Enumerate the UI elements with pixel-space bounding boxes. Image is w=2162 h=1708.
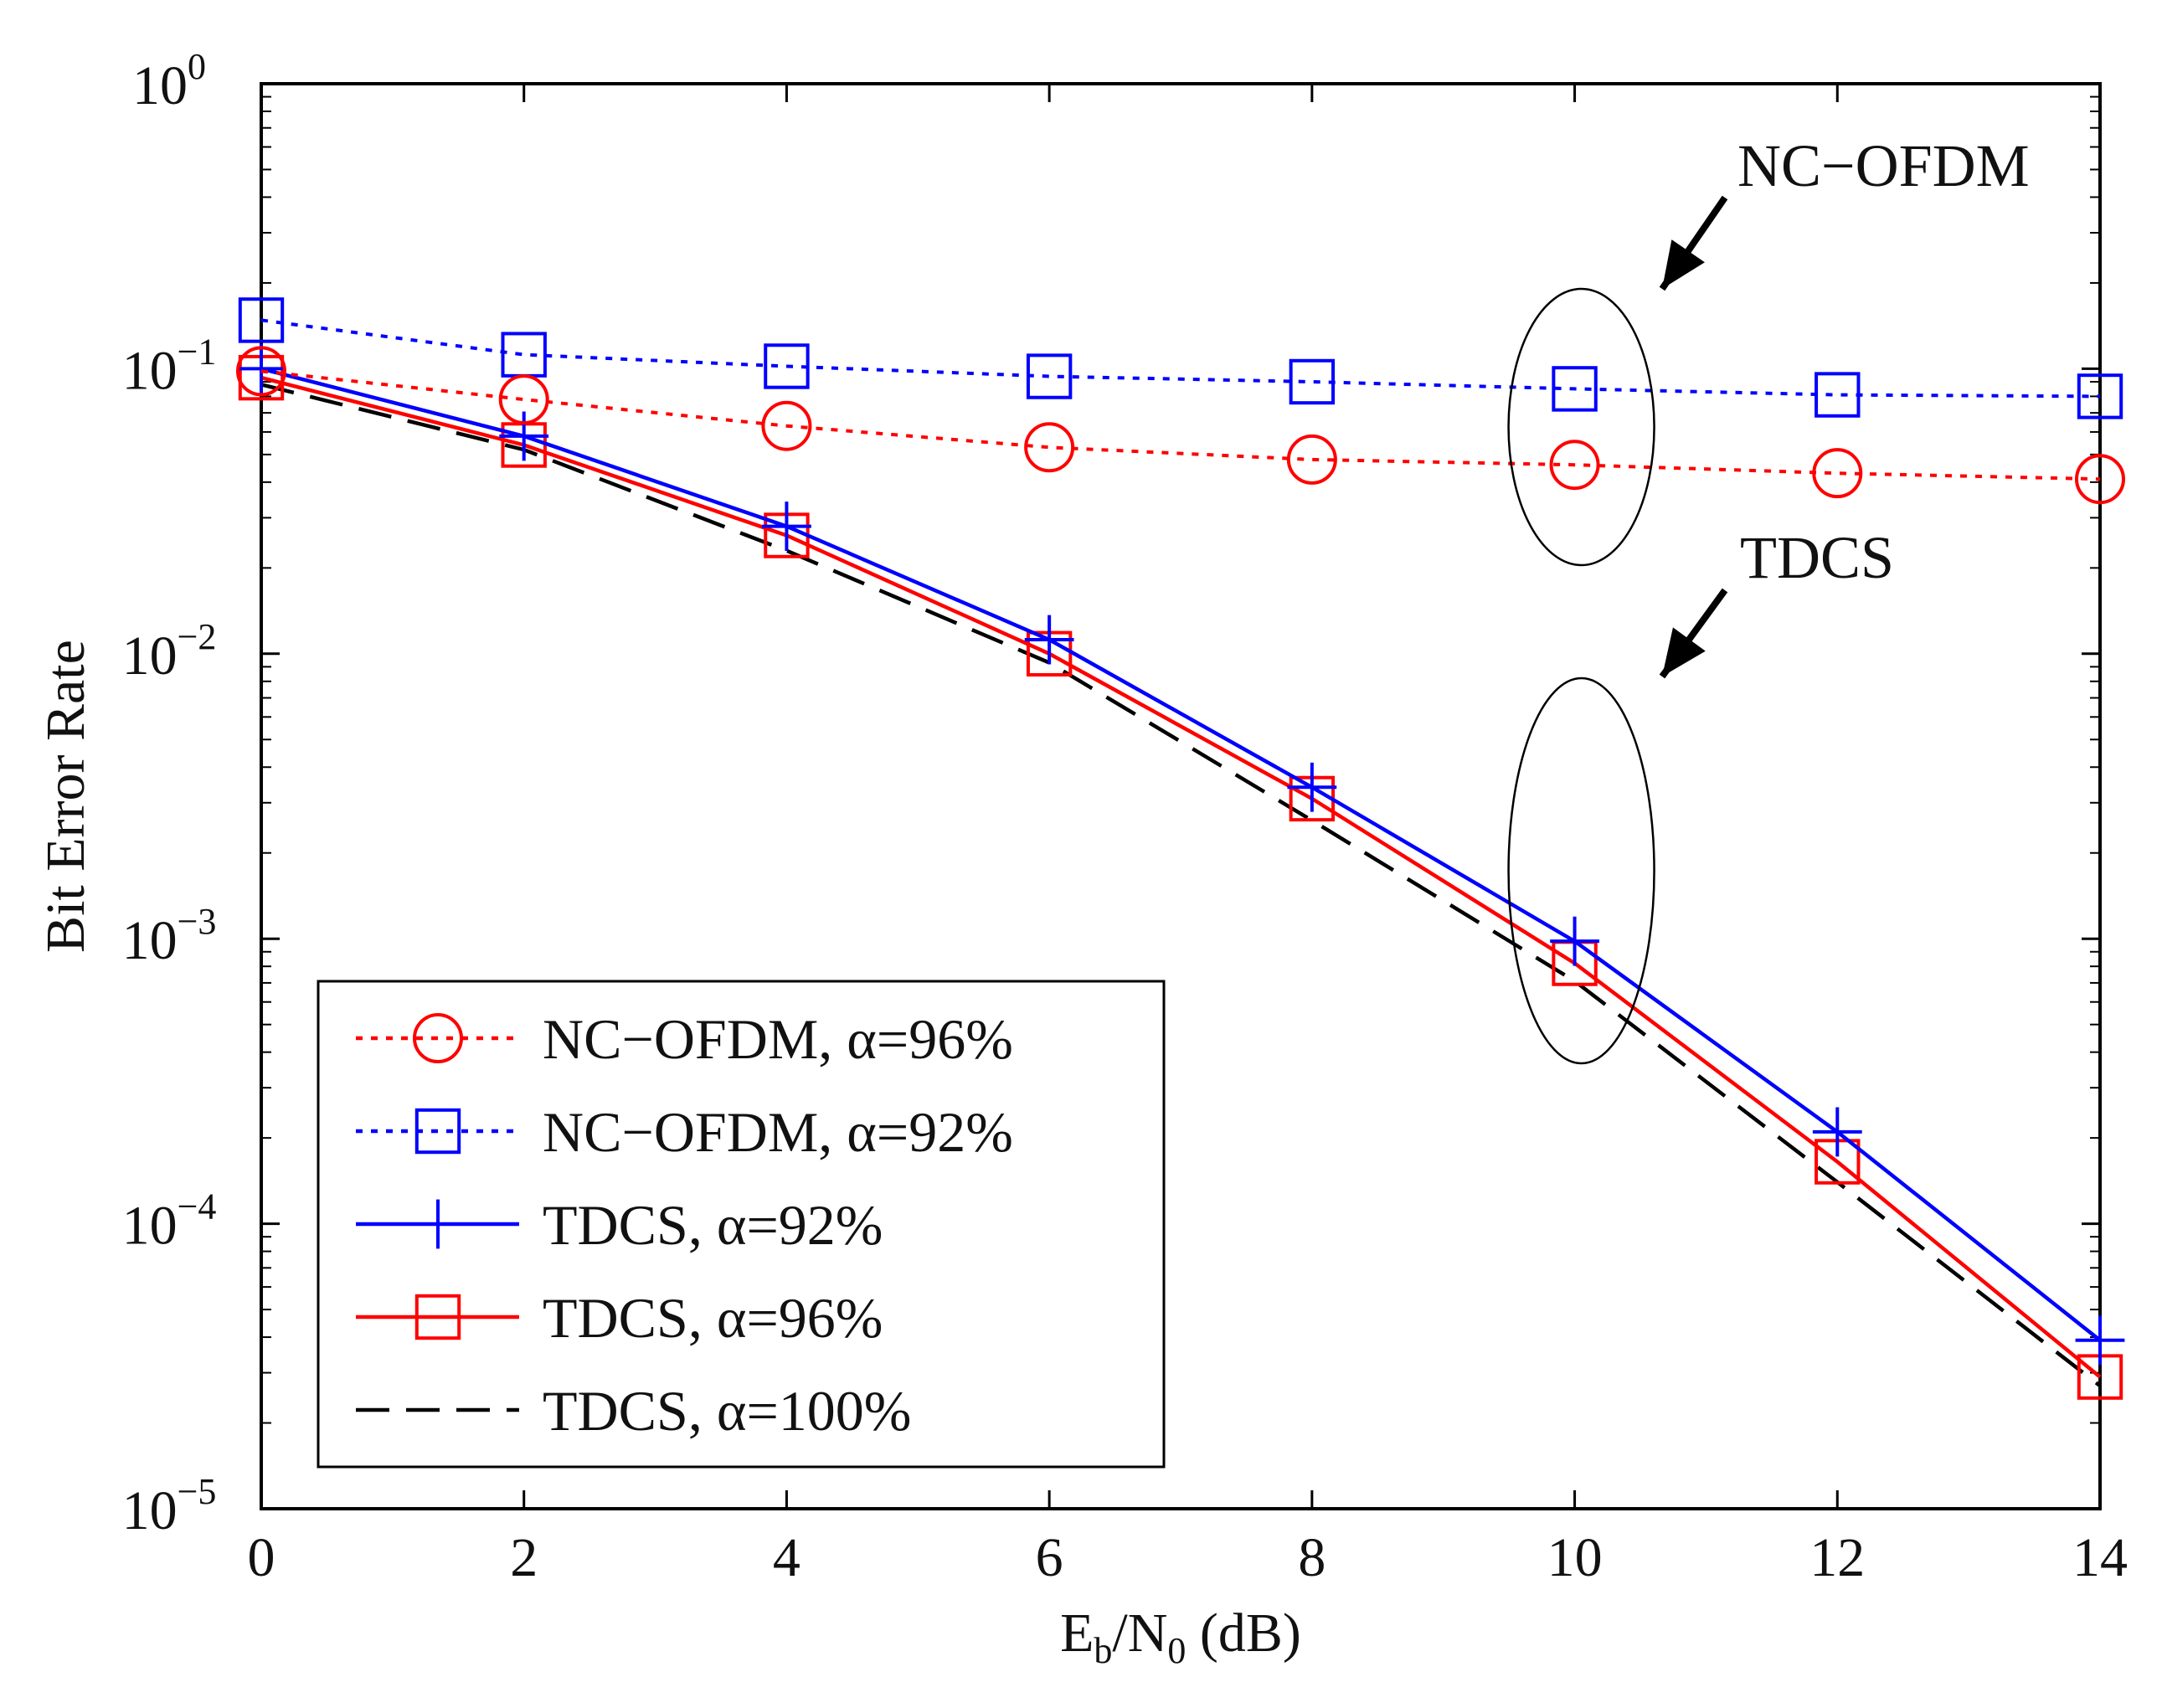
series-4 bbox=[260, 383, 2102, 1387]
square-marker bbox=[414, 1294, 461, 1340]
y-tick-base: 10 bbox=[122, 340, 178, 401]
square-marker bbox=[1289, 358, 1336, 405]
x-axis-label: Eb/N0 (dB) bbox=[1060, 1603, 1301, 1671]
series-2 bbox=[236, 344, 2125, 1366]
x-label-sub2: 0 bbox=[1167, 1630, 1186, 1671]
x-tick-label: 10 bbox=[1547, 1527, 1603, 1588]
y-tick-exponent: −4 bbox=[178, 1186, 217, 1227]
legend-item: NC−OFDM, α=96% bbox=[356, 1007, 1013, 1071]
legend-label: NC−OFDM, α=96% bbox=[543, 1007, 1013, 1071]
plus-marker bbox=[2075, 1315, 2125, 1366]
square-marker bbox=[1026, 353, 1073, 399]
circle-marker bbox=[1549, 440, 1600, 491]
y-tick-label: 10−2 bbox=[122, 616, 217, 687]
y-tick-label: 10−4 bbox=[122, 1186, 217, 1257]
y-tick-exponent: −3 bbox=[178, 901, 217, 942]
legend-item: TDCS, α=92% bbox=[356, 1193, 883, 1257]
y-tick-base: 10 bbox=[122, 910, 178, 971]
legend-label: TDCS, α=92% bbox=[543, 1193, 883, 1257]
y-tick-base: 10 bbox=[132, 55, 188, 116]
plus-marker bbox=[499, 411, 549, 461]
tdcs-annotation-label: TDCS bbox=[1740, 524, 1894, 591]
plus-marker bbox=[413, 1199, 463, 1249]
x-tick-label: 0 bbox=[248, 1527, 275, 1588]
y-tick-label: 100 bbox=[132, 46, 206, 116]
y-tick-label: 10−3 bbox=[122, 901, 217, 971]
y-tick-exponent: 0 bbox=[188, 46, 206, 87]
y-tick-label: 10−5 bbox=[122, 1471, 217, 1541]
legend-label: NC−OFDM, α=92% bbox=[543, 1100, 1013, 1164]
x-tick-label: 12 bbox=[1809, 1527, 1865, 1588]
circle-marker bbox=[498, 374, 549, 425]
ncofdm-annotation-arrow-icon bbox=[1659, 195, 1728, 291]
y-tick-exponent: −2 bbox=[178, 616, 217, 657]
y-tick-exponent: −5 bbox=[178, 1471, 217, 1512]
legend-label: TDCS, α=100% bbox=[543, 1379, 911, 1443]
x-label-mid: /N bbox=[1112, 1603, 1167, 1664]
circle-marker bbox=[761, 400, 812, 451]
series-line bbox=[260, 367, 2102, 1342]
legend-items: NC−OFDM, α=96% NC−OFDM, α=92% TDCS, α=92% T… bbox=[356, 1007, 1013, 1443]
plus-marker bbox=[236, 344, 286, 394]
series-line bbox=[260, 383, 2102, 1387]
legend-item: TDCS, α=96% bbox=[356, 1286, 883, 1350]
x-tick-label: 8 bbox=[1298, 1527, 1326, 1588]
x-tick-label: 2 bbox=[510, 1527, 538, 1588]
square-marker bbox=[1815, 372, 1861, 418]
legend: NC−OFDM, α=96% NC−OFDM, α=92% TDCS, α=92% T… bbox=[317, 980, 1166, 1469]
x-tick-label: 14 bbox=[2072, 1527, 2128, 1588]
square-marker bbox=[238, 297, 285, 343]
series-line bbox=[260, 369, 2101, 481]
series-1 bbox=[238, 297, 2123, 419]
tdcs-group-ellipse bbox=[1507, 677, 1655, 1065]
annotations: NC−OFDM TDCS bbox=[1507, 132, 2030, 1065]
plot-area-frame bbox=[260, 82, 2102, 1510]
tick-marks bbox=[260, 82, 2102, 1510]
y-tick-base: 10 bbox=[122, 1480, 178, 1541]
series-line bbox=[260, 318, 2101, 399]
square-marker bbox=[764, 343, 810, 389]
x-tick-label: 6 bbox=[1036, 1527, 1063, 1588]
square-marker bbox=[1552, 366, 1598, 412]
y-tick-label: 10−1 bbox=[122, 331, 217, 401]
square-marker bbox=[414, 1108, 461, 1155]
plus-marker bbox=[762, 502, 811, 551]
series-layer bbox=[236, 297, 2125, 1400]
y-tick-base: 10 bbox=[122, 1196, 178, 1257]
y-tick-base: 10 bbox=[122, 625, 178, 687]
legend-item: NC−OFDM, α=92% bbox=[356, 1100, 1013, 1164]
x-tick-label: 4 bbox=[773, 1527, 800, 1588]
ncofdm-group-ellipse bbox=[1507, 287, 1655, 567]
tdcs-annotation-arrow-icon bbox=[1659, 588, 1728, 679]
plus-marker bbox=[1550, 916, 1599, 966]
y-axis-label: Bit Error Rate bbox=[35, 640, 96, 953]
arrow-head bbox=[1662, 627, 1706, 677]
legend-item: TDCS, α=100% bbox=[356, 1379, 911, 1443]
x-label-tail: (dB) bbox=[1186, 1603, 1300, 1664]
plus-marker bbox=[1812, 1107, 1862, 1157]
legend-label: TDCS, α=96% bbox=[543, 1286, 883, 1350]
ncofdm-annotation-label: NC−OFDM bbox=[1737, 132, 2030, 199]
circle-marker bbox=[236, 346, 286, 397]
y-tick-exponent: −1 bbox=[178, 331, 217, 372]
square-marker bbox=[2077, 373, 2123, 419]
plus-marker bbox=[1024, 615, 1074, 665]
x-tick-labels: 0 2 4 6 8 10 12 14 bbox=[248, 1527, 2129, 1588]
circle-marker bbox=[1286, 434, 1337, 485]
circle-marker bbox=[413, 1013, 463, 1063]
series-0 bbox=[236, 346, 2125, 505]
circle-marker bbox=[2075, 454, 2125, 505]
circle-marker bbox=[1024, 422, 1075, 473]
x-label-sub1: b bbox=[1094, 1630, 1112, 1671]
x-label-main: E bbox=[1060, 1603, 1094, 1664]
series-line bbox=[260, 375, 2102, 1379]
arrow-head bbox=[1662, 239, 1705, 289]
circle-marker bbox=[1812, 448, 1863, 499]
plus-marker bbox=[1287, 762, 1337, 812]
